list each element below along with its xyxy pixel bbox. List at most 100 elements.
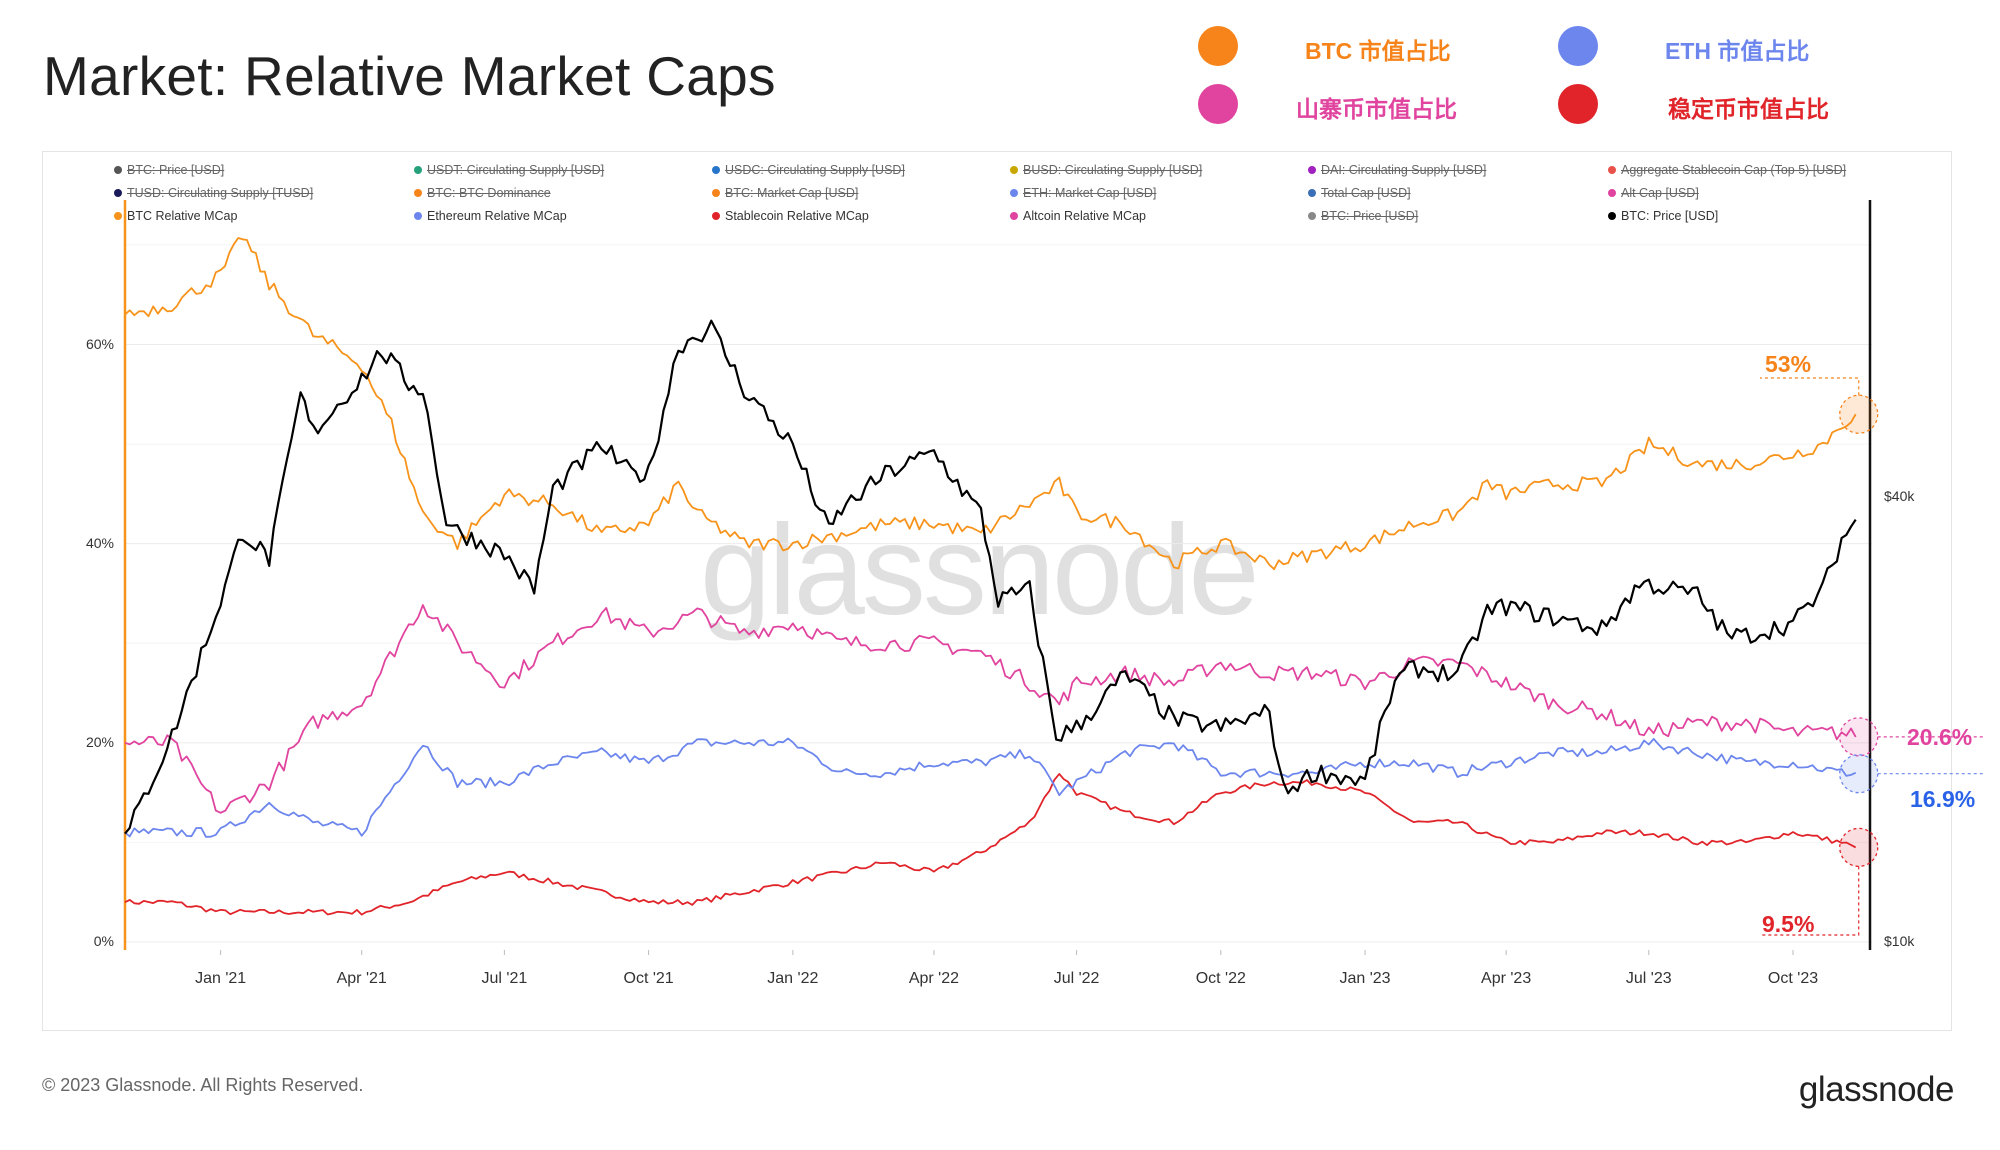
y-tick-label: 20% xyxy=(85,733,114,750)
legend-dot-icon xyxy=(1198,84,1238,124)
legend-item[interactable]: BTC: Price [USD] xyxy=(1608,209,1718,223)
end-marker xyxy=(1839,394,1879,434)
page-title: Market: Relative Market Caps xyxy=(43,45,776,107)
legend-item[interactable]: DAI: Circulating Supply [USD] xyxy=(1308,163,1486,177)
legend-label: BTC: Market Cap [USD] xyxy=(725,186,859,200)
legend-dot-icon xyxy=(712,212,720,220)
legend-dot-icon xyxy=(414,189,422,197)
legend-dot-icon xyxy=(712,166,720,174)
legend-dot-icon xyxy=(1198,26,1238,66)
y-tick-label: 60% xyxy=(85,335,114,352)
x-tick-label: Jul '22 xyxy=(1053,970,1100,987)
legend-dot-icon xyxy=(712,189,720,197)
x-tick-label: Apr '23 xyxy=(1481,970,1532,987)
legend-label: DAI: Circulating Supply [USD] xyxy=(1321,163,1487,177)
chart-panel xyxy=(42,151,1952,1031)
legend-label: BTC Relative MCap xyxy=(127,209,238,223)
legend-item[interactable]: Ethereum Relative MCap xyxy=(414,209,567,223)
legend-dot-icon xyxy=(114,166,122,174)
legend-label: Ethereum Relative MCap xyxy=(427,209,567,223)
legend-label: BTC: Price [USD] xyxy=(1321,209,1419,223)
watermark-logo: glassnode xyxy=(700,499,1260,642)
legend-dot-icon xyxy=(114,212,122,220)
legend-label: BTC: Price [USD] xyxy=(1621,209,1719,223)
legend-dot-icon xyxy=(1608,212,1616,220)
legend-dot-icon xyxy=(414,166,422,174)
legend-label: Aggregate Stablecoin Cap (Top 5) [USD] xyxy=(1621,163,1847,177)
x-tick-label: Oct '21 xyxy=(623,970,674,987)
series-line-btc-price-usd- xyxy=(124,319,1857,835)
y-tick-label: 40% xyxy=(85,534,114,551)
legend-label: TUSD: Circulating Supply [TUSD] xyxy=(127,186,314,200)
copyright-footer: © 2023 Glassnode. All Rights Reserved. xyxy=(42,1075,364,1095)
legend-item[interactable]: Alt Cap [USD] xyxy=(1608,186,1699,200)
leader-line xyxy=(1760,866,1860,936)
legend-label: BUSD: Circulating Supply [USD] xyxy=(1023,163,1203,177)
end-marker xyxy=(1839,717,1879,757)
legend-item[interactable]: TUSD: Circulating Supply [TUSD] xyxy=(114,186,313,200)
custom-legend-label: 稳定币市值占比 xyxy=(1668,96,1829,122)
legend-label: Stablecoin Relative MCap xyxy=(725,209,869,223)
legend-dot-icon xyxy=(1608,189,1616,197)
legend-dot-icon xyxy=(114,189,122,197)
legend-dot-icon xyxy=(1010,189,1018,197)
y2-tick-label: $10k xyxy=(1884,933,1915,949)
end-marker xyxy=(1839,827,1879,868)
end-value-label: 16.9% xyxy=(1910,785,1976,812)
legend-label: USDT: Circulating Supply [USD] xyxy=(427,163,605,177)
y-tick-label: 0% xyxy=(93,933,114,949)
leader-line xyxy=(1760,377,1860,396)
x-tick-label: Apr '21 xyxy=(336,970,387,987)
series-line-ethereum-relative-mcap xyxy=(124,737,1857,838)
custom-legend-label: BTC 市值占比 xyxy=(1305,38,1451,64)
series-line-btc-relative-mcap xyxy=(124,237,1857,571)
legend-item[interactable]: Total Cap [USD] xyxy=(1308,186,1411,200)
legend-item[interactable]: BTC: Price [USD] xyxy=(114,163,224,177)
custom-legend-label: 山寨币市值占比 xyxy=(1296,96,1457,122)
legend-dot-icon xyxy=(414,212,422,220)
legend-item[interactable]: USDC: Circulating Supply [USD] xyxy=(712,163,905,177)
legend-item[interactable]: ETH: Market Cap [USD] xyxy=(1010,186,1156,200)
end-value-label: 53% xyxy=(1765,351,1812,377)
legend-dot-icon xyxy=(1308,166,1316,174)
legend-dot-icon xyxy=(1558,84,1598,124)
legend-label: ETH: Market Cap [USD] xyxy=(1023,186,1157,200)
legend-item[interactable]: BTC: Market Cap [USD] xyxy=(712,186,858,200)
legend-dot-icon xyxy=(1558,26,1598,66)
legend-item[interactable]: Aggregate Stablecoin Cap (Top 5) [USD] xyxy=(1608,163,1846,177)
legend-label: Alt Cap [USD] xyxy=(1621,186,1699,200)
legend-dot-icon xyxy=(1308,212,1316,220)
legend-label: Total Cap [USD] xyxy=(1321,186,1411,200)
x-tick-label: Jul '23 xyxy=(1625,970,1672,987)
legend-item[interactable]: Stablecoin Relative MCap xyxy=(712,209,869,223)
legend-label: Altcoin Relative MCap xyxy=(1023,209,1146,223)
glassnode-logo: glassnode xyxy=(1798,1070,1955,1109)
end-marker xyxy=(1839,754,1879,794)
y2-tick-label: $40k xyxy=(1884,488,1915,505)
end-value-label: 20.6% xyxy=(1907,723,1973,750)
legend-item[interactable]: BTC: Price [USD] xyxy=(1308,209,1418,223)
end-value-label: 9.5% xyxy=(1762,911,1815,937)
legend-label: BTC: Price [USD] xyxy=(127,163,225,177)
legend-item[interactable]: Altcoin Relative MCap xyxy=(1010,209,1146,223)
series-line-altcoin-relative-mcap xyxy=(124,604,1857,814)
x-tick-label: Jul '21 xyxy=(481,970,528,987)
legend-item[interactable]: BTC: BTC Dominance xyxy=(414,186,551,200)
legend-item[interactable]: USDT: Circulating Supply [USD] xyxy=(414,163,604,177)
legend-dot-icon xyxy=(1608,166,1616,174)
x-tick-label: Jan '23 xyxy=(1339,970,1391,987)
custom-legend-label: ETH 市值占比 xyxy=(1665,38,1810,64)
series-line-stablecoin-relative-mcap xyxy=(124,773,1857,916)
legend-item[interactable]: BTC Relative MCap xyxy=(114,209,237,223)
x-tick-label: Apr '22 xyxy=(908,970,960,987)
legend-dot-icon xyxy=(1010,166,1018,174)
legend-label: BTC: BTC Dominance xyxy=(427,186,551,200)
legend-label: USDC: Circulating Supply [USD] xyxy=(725,163,905,177)
legend-dot-icon xyxy=(1308,189,1316,197)
x-tick-label: Oct '23 xyxy=(1767,970,1819,987)
x-tick-label: Oct '22 xyxy=(1195,970,1246,987)
x-tick-label: Jan '21 xyxy=(195,970,247,987)
legend-dot-icon xyxy=(1010,212,1018,220)
legend-item[interactable]: BUSD: Circulating Supply [USD] xyxy=(1010,163,1202,177)
